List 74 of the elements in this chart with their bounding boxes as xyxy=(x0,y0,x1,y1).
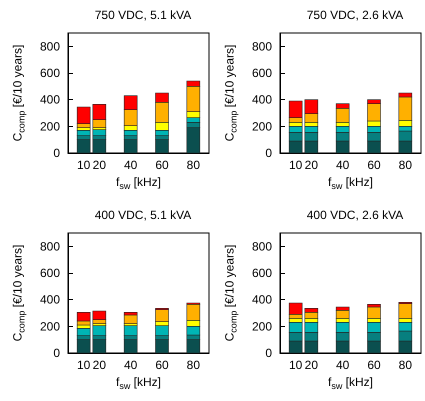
x-tick-label: 10 xyxy=(288,358,303,372)
x-tick-label: 40 xyxy=(124,158,138,172)
y-tick-label: 400 xyxy=(252,292,272,307)
y-tick-label: 0 xyxy=(265,146,272,160)
bar xyxy=(92,325,106,336)
y-tick-label: 600 xyxy=(40,66,60,80)
x-tick-label: 20 xyxy=(304,158,318,172)
y-tick-label: 800 xyxy=(40,39,60,54)
x-tick-label: 80 xyxy=(186,158,200,172)
bar xyxy=(124,314,138,324)
y-tick-label: 200 xyxy=(252,119,272,134)
x-tick-label: 20 xyxy=(92,358,106,372)
bar xyxy=(92,339,106,354)
bar xyxy=(124,139,138,154)
bar xyxy=(92,139,106,154)
y-tick-label: 800 xyxy=(252,39,272,54)
y-tick-label: 400 xyxy=(40,292,60,307)
x-tick-label: 80 xyxy=(398,358,412,372)
bar xyxy=(92,310,106,320)
y-tick-label: 600 xyxy=(252,266,272,280)
x-tick-label: 10 xyxy=(288,158,303,172)
y-tick-label: 200 xyxy=(40,119,60,134)
chart-title: 400 VDC, 5.1 kVA xyxy=(94,208,192,222)
x-tick-label: 40 xyxy=(336,358,350,372)
x-tick-label: 20 xyxy=(304,358,318,372)
x-tick-label: 40 xyxy=(124,358,138,372)
x-tick-label: 60 xyxy=(367,358,381,372)
y-tick-label: 0 xyxy=(53,146,60,160)
chart-title: 750 VDC, 2.6 kVA xyxy=(306,8,404,22)
bar xyxy=(155,139,169,154)
bar xyxy=(76,130,90,136)
bar xyxy=(76,312,90,322)
bar xyxy=(124,325,138,336)
bar xyxy=(367,306,381,319)
y-axis-title: Ccomp [€/10 years] xyxy=(10,244,26,342)
x-tick-label: 60 xyxy=(155,158,169,172)
x-tick-label: 40 xyxy=(336,158,350,172)
y-tick-label: 800 xyxy=(252,239,272,254)
chart-title: 400 VDC, 2.6 kVA xyxy=(306,208,404,222)
y-axis-title: Ccomp [€/10 years] xyxy=(10,44,26,142)
y-tick-label: 200 xyxy=(40,319,60,334)
x-tick-label: 10 xyxy=(76,358,91,372)
bar xyxy=(155,309,169,322)
bar xyxy=(336,310,350,319)
y-tick-label: 400 xyxy=(252,92,272,107)
y-axis-title: Ccomp [€/10 years] xyxy=(222,44,238,142)
y-tick-label: 800 xyxy=(40,239,60,254)
y-tick-label: 600 xyxy=(252,66,272,80)
bar xyxy=(155,325,169,336)
bar xyxy=(76,106,90,124)
bar xyxy=(76,139,90,154)
y-tick-label: 0 xyxy=(53,346,60,360)
chart-title: 750 VDC, 5.1 kVA xyxy=(94,8,192,22)
y-tick-label: 400 xyxy=(40,92,60,107)
bar xyxy=(76,339,90,354)
y-tick-label: 200 xyxy=(252,319,272,334)
bar xyxy=(76,328,90,336)
bar xyxy=(124,130,138,136)
x-tick-label: 20 xyxy=(92,158,106,172)
bar xyxy=(186,339,200,354)
y-axis-title: Ccomp [€/10 years] xyxy=(222,244,238,342)
bar xyxy=(304,312,318,319)
y-tick-label: 600 xyxy=(40,266,60,280)
y-tick-label: 0 xyxy=(265,346,272,360)
x-tick-label: 10 xyxy=(76,158,91,172)
x-tick-label: 80 xyxy=(186,358,200,372)
x-tick-label: 80 xyxy=(398,158,412,172)
bar xyxy=(124,339,138,354)
x-tick-label: 60 xyxy=(367,158,381,172)
bar xyxy=(92,129,106,136)
bar xyxy=(155,339,169,354)
bar xyxy=(398,303,412,319)
bar xyxy=(288,302,302,315)
x-tick-label: 60 xyxy=(155,358,169,372)
